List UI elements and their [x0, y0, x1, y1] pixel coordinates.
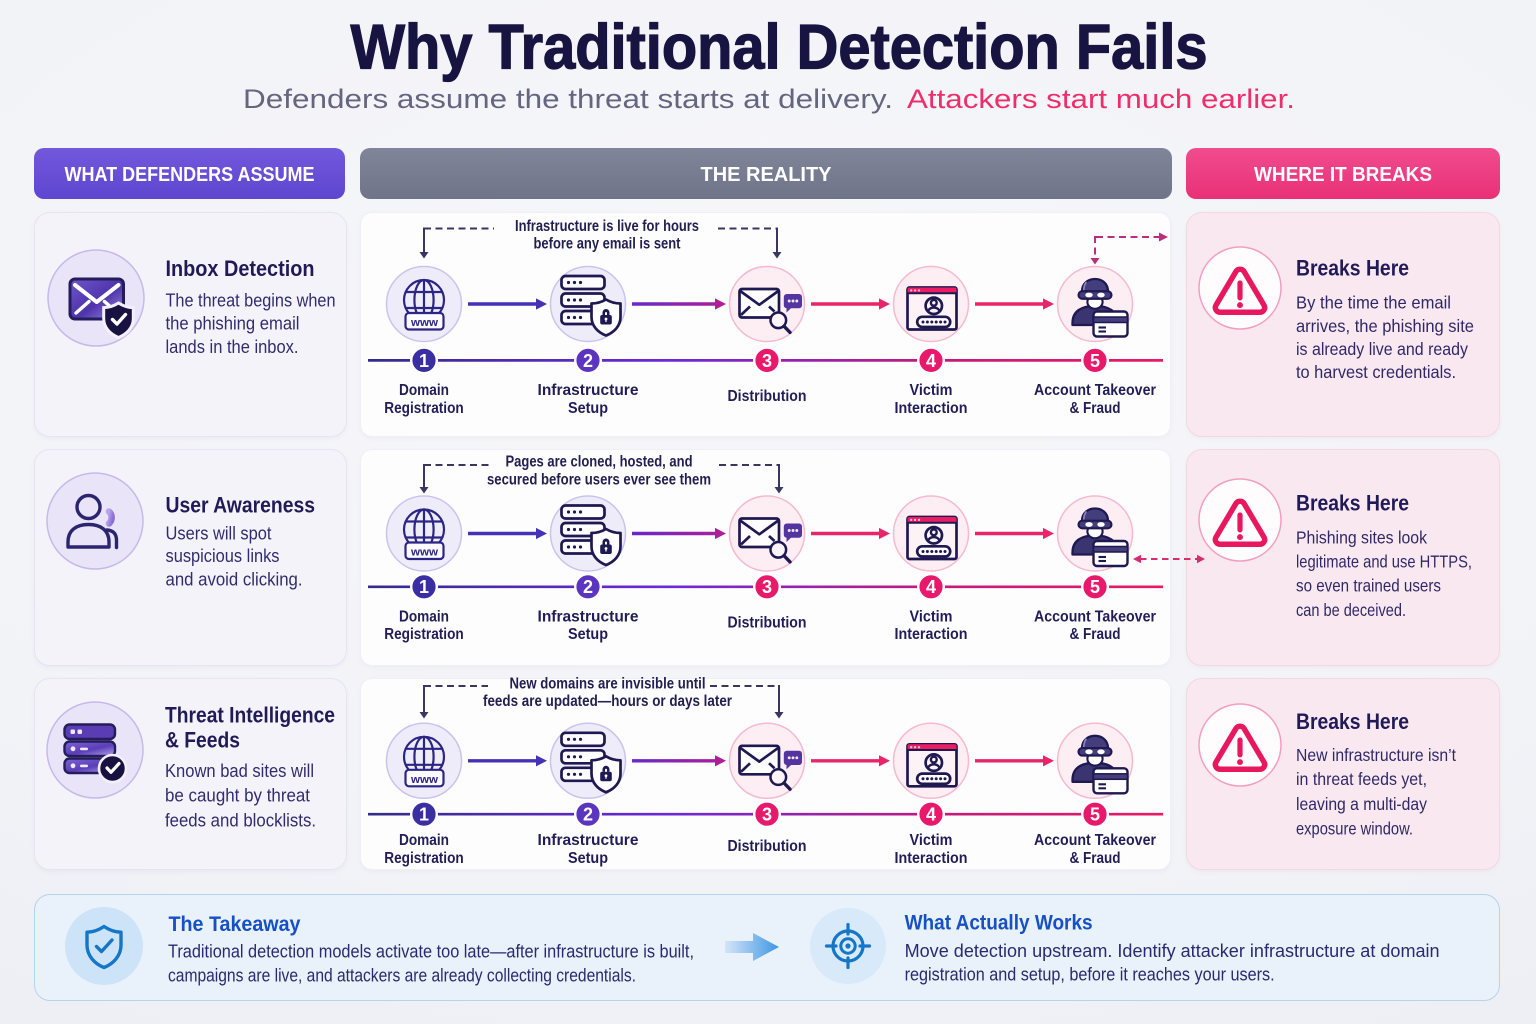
svg-text:Move detection upstream. Ident: Move detection upstream. Identify attack…: [905, 940, 1440, 961]
svg-text:can be deceived.: can be deceived.: [1296, 600, 1406, 620]
svg-text:feeds are updated—hours or day: feeds are updated—hours or days later: [483, 693, 732, 710]
svg-text:Users will spot: Users will spot: [166, 523, 272, 544]
svg-text:Account Takeover: Account Takeover: [1034, 382, 1156, 399]
svg-text:Registration: Registration: [384, 626, 464, 643]
svg-text:suspicious links: suspicious links: [166, 545, 280, 566]
svg-text:Infrastructure: Infrastructure: [538, 832, 639, 849]
svg-text:5: 5: [1090, 577, 1100, 597]
svg-text:& Fraud: & Fraud: [1070, 850, 1121, 867]
svg-text:exposure window.: exposure window.: [1296, 819, 1413, 839]
svg-text:The Takeaway: The Takeaway: [169, 912, 301, 936]
svg-text:2: 2: [583, 577, 593, 597]
svg-text:Phishing sites look: Phishing sites look: [1296, 527, 1427, 547]
svg-text:Domain: Domain: [399, 832, 449, 849]
svg-text:By the time the email: By the time the email: [1296, 293, 1451, 313]
svg-text:registration and setup, before: registration and setup, before it reache…: [905, 964, 1275, 985]
svg-text:Interaction: Interaction: [895, 850, 968, 867]
svg-text:3: 3: [762, 805, 772, 825]
svg-text:4: 4: [926, 351, 936, 371]
svg-text:lands in the inbox.: lands in the inbox.: [166, 336, 299, 357]
svg-text:before any email is sent: before any email is sent: [534, 236, 681, 253]
svg-text:leaving a multi-day: leaving a multi-day: [1296, 794, 1427, 814]
svg-text:legitimate and use HTTPS,: legitimate and use HTTPS,: [1296, 551, 1472, 571]
svg-text:Distribution: Distribution: [728, 838, 807, 855]
svg-text:secured before users ever see: secured before users ever see them: [487, 471, 711, 488]
svg-text:Registration: Registration: [384, 850, 464, 867]
svg-text:Breaks Here: Breaks Here: [1296, 709, 1409, 734]
svg-text:New infrastructure isn’t: New infrastructure isn’t: [1296, 745, 1456, 765]
svg-text:Setup: Setup: [568, 400, 608, 417]
svg-text:4: 4: [926, 577, 936, 597]
svg-text:Setup: Setup: [568, 850, 608, 867]
svg-text:Domain: Domain: [399, 609, 449, 626]
svg-text:2: 2: [583, 351, 593, 371]
svg-text:2: 2: [583, 805, 593, 825]
svg-text:Interaction: Interaction: [895, 626, 968, 643]
svg-text:Attackers start much earlier.: Attackers start much earlier.: [907, 84, 1295, 114]
svg-text:is already live and ready: is already live and ready: [1296, 339, 1468, 359]
svg-text:4: 4: [926, 805, 936, 825]
svg-text:so even trained users: so even trained users: [1296, 576, 1441, 596]
svg-text:in threat feeds yet,: in threat feeds yet,: [1296, 769, 1427, 789]
svg-text:Threat Intelligence: Threat Intelligence: [165, 702, 335, 727]
svg-text:Victim: Victim: [910, 382, 953, 399]
svg-text:be caught by threat: be caught by threat: [165, 785, 310, 806]
svg-text:Interaction: Interaction: [895, 400, 968, 417]
svg-text:to harvest credentials.: to harvest credentials.: [1296, 362, 1456, 382]
svg-text:Breaks Here: Breaks Here: [1296, 256, 1409, 281]
svg-text:arrives, the phishing site: arrives, the phishing site: [1296, 316, 1474, 336]
svg-text:Inbox Detection: Inbox Detection: [166, 256, 315, 281]
svg-text:Why Traditional Detection Fail: Why Traditional Detection Fails: [351, 13, 1208, 83]
svg-text:& Feeds: & Feeds: [165, 727, 240, 752]
svg-text:5: 5: [1090, 805, 1100, 825]
svg-text:& Fraud: & Fraud: [1070, 626, 1121, 643]
svg-text:New domains are invisible unti: New domains are invisible until: [510, 676, 706, 693]
svg-text:and avoid clicking.: and avoid clicking.: [166, 569, 303, 590]
svg-text:3: 3: [762, 577, 772, 597]
svg-text:THE REALITY: THE REALITY: [701, 164, 833, 186]
svg-text:What Actually Works: What Actually Works: [905, 910, 1093, 934]
svg-text:Infrastructure is live for hou: Infrastructure is live for hours: [515, 218, 699, 235]
svg-text:WHAT DEFENDERS ASSUME: WHAT DEFENDERS ASSUME: [65, 164, 315, 186]
svg-text:WHERE IT BREAKS: WHERE IT BREAKS: [1254, 164, 1432, 186]
svg-text:& Fraud: & Fraud: [1070, 400, 1121, 417]
svg-text:Account Takeover: Account Takeover: [1034, 832, 1156, 849]
svg-text:1: 1: [419, 805, 429, 825]
svg-text:1: 1: [419, 351, 429, 371]
svg-text:Known bad sites will: Known bad sites will: [165, 760, 314, 781]
svg-text:Registration: Registration: [384, 400, 464, 417]
svg-text:Victim: Victim: [910, 832, 953, 849]
svg-text:Domain: Domain: [399, 382, 449, 399]
svg-text:Infrastructure: Infrastructure: [538, 609, 639, 626]
svg-text:Victim: Victim: [910, 609, 953, 626]
svg-text:Setup: Setup: [568, 626, 608, 643]
svg-text:Distribution: Distribution: [728, 388, 807, 405]
svg-text:5: 5: [1090, 351, 1100, 371]
svg-text:Defenders assume the threat st: Defenders assume the threat starts at de…: [243, 84, 893, 114]
svg-text:the phishing email: the phishing email: [166, 313, 300, 334]
svg-text:User Awareness: User Awareness: [166, 493, 316, 518]
svg-text:The threat begins when: The threat begins when: [166, 290, 336, 311]
svg-text:Pages are cloned, hosted, and: Pages are cloned, hosted, and: [506, 454, 693, 471]
svg-text:Breaks Here: Breaks Here: [1296, 490, 1409, 515]
svg-text:campaigns are live, and attack: campaigns are live, and attackers are al…: [168, 965, 636, 986]
svg-text:Account Takeover: Account Takeover: [1034, 609, 1156, 626]
svg-text:Infrastructure: Infrastructure: [538, 382, 639, 399]
svg-text:Traditional detection models a: Traditional detection models activate to…: [168, 941, 694, 962]
svg-text:Distribution: Distribution: [728, 615, 807, 632]
svg-text:feeds and blocklists.: feeds and blocklists.: [165, 809, 316, 830]
svg-text:1: 1: [419, 577, 429, 597]
svg-text:3: 3: [762, 351, 772, 371]
